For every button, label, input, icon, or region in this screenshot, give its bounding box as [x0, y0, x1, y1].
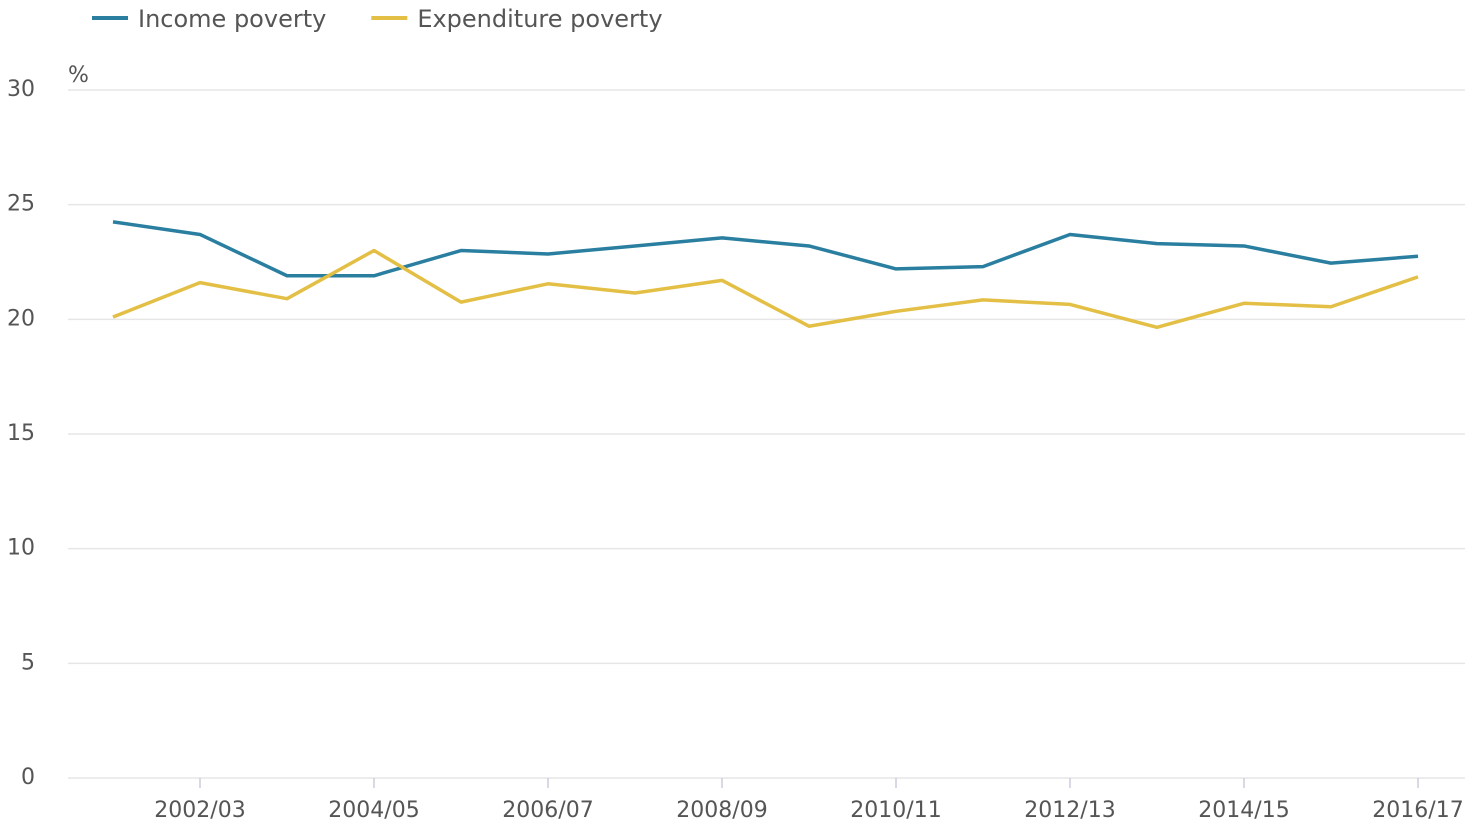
x-tick-label: 2008/09 [676, 798, 767, 823]
series-line [112, 248, 1419, 330]
x-tick-label: 2012/13 [1024, 798, 1115, 823]
x-tick-label: 2016/17 [1372, 798, 1463, 823]
y-tick-label: 30 [7, 77, 35, 102]
x-tick-label: 2010/11 [850, 798, 941, 823]
x-tick-label: 2002/03 [154, 798, 245, 823]
legend-label: Income poverty [138, 5, 326, 33]
y-tick-label: 25 [7, 192, 35, 217]
y-tick-label: 15 [7, 421, 35, 446]
x-tick-label: 2006/07 [502, 798, 593, 823]
x-tick-label: 2004/05 [328, 798, 419, 823]
y-unit: % [68, 63, 89, 88]
series-line [112, 220, 1419, 278]
legend-label: Expenditure poverty [417, 5, 662, 33]
y-tick-label: 20 [7, 306, 35, 331]
x-tick-label: 2014/15 [1198, 798, 1289, 823]
y-tick-label: 5 [21, 650, 35, 675]
y-tick-label: 10 [7, 536, 35, 561]
y-tick-label: 0 [21, 765, 35, 790]
